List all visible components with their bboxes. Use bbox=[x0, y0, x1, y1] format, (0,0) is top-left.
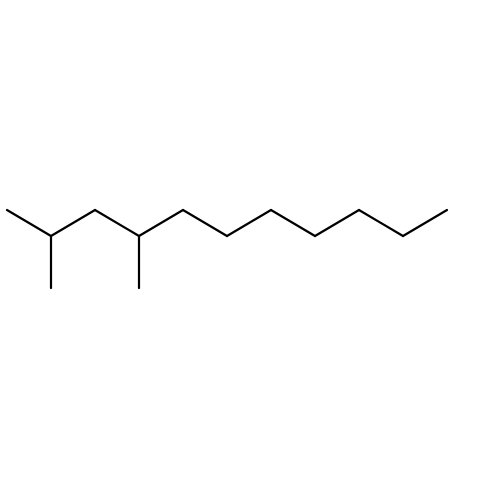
bond-line bbox=[403, 210, 447, 236]
bond-line bbox=[51, 210, 95, 236]
bond-line bbox=[315, 210, 359, 236]
bond-line bbox=[7, 210, 51, 236]
bond-line bbox=[227, 210, 271, 236]
molecule-diagram bbox=[0, 0, 500, 500]
bond-line bbox=[183, 210, 227, 236]
bond-line bbox=[271, 210, 315, 236]
bond-line bbox=[139, 210, 183, 236]
bond-line bbox=[95, 210, 139, 236]
bond-line bbox=[359, 210, 403, 236]
